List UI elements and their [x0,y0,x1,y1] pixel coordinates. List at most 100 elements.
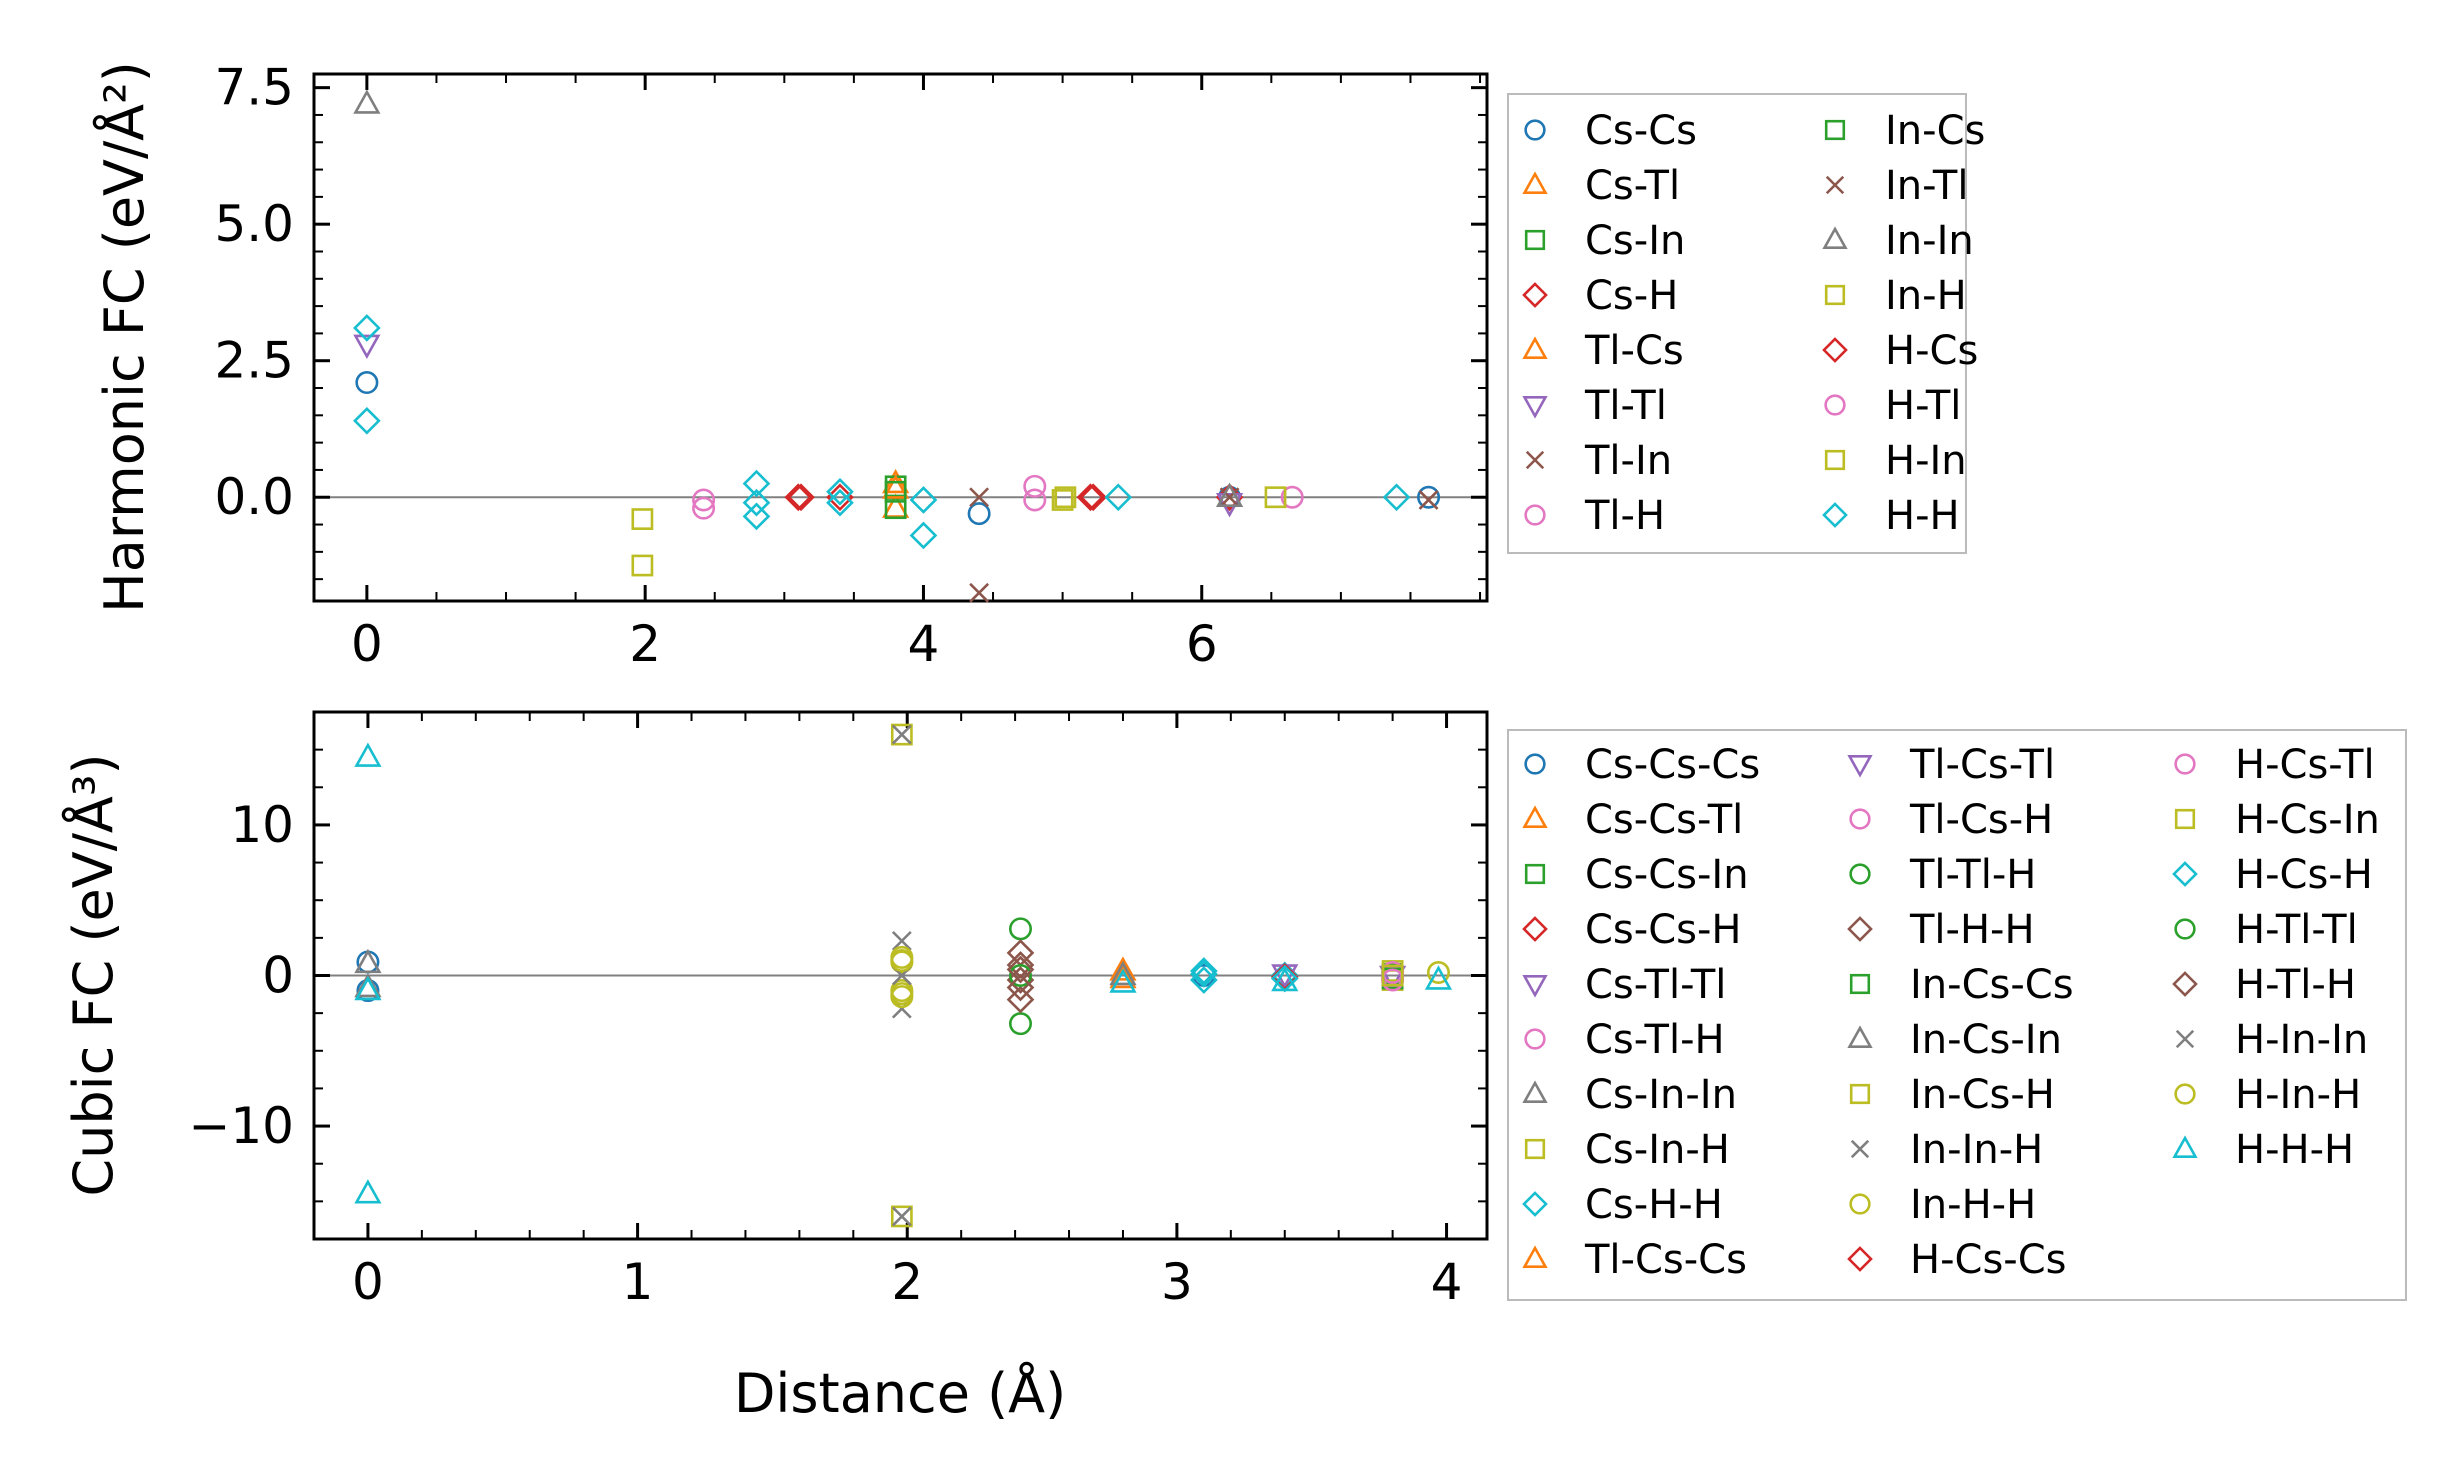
data-point [1109,956,1137,981]
data-point [890,1205,913,1228]
legend-label: Cs-In [1585,218,1685,264]
data-point [1008,963,1032,987]
legend-label: In-Cs-In [1910,1017,2062,1063]
legend-marker [1522,916,1548,942]
legend-marker [1824,394,1846,416]
y-tick-label: 5.0 [214,195,294,253]
legend-label: Cs-In-In [1585,1072,1737,1118]
data-point [909,486,938,514]
legend-entry-in-cs: In-Cs [1824,108,1985,154]
data-point [969,582,990,603]
legend-label: Tl-H-H [1909,907,2035,953]
series-in-in-h [891,724,912,1227]
legend-entry-tl-cs-h: Tl-Cs-H [1849,797,2053,843]
legend-marker [1522,282,1548,308]
legend-label: Tl-Cs-H [1909,797,2053,843]
legend-label: Cs-Cs [1585,108,1697,154]
data-point [354,1179,382,1204]
legend-marker [2174,753,2196,775]
legend-entry-h-cs-cs: H-Cs-Cs [1847,1237,2066,1283]
legend-label: Tl-Cs [1584,328,1684,374]
legend-marker [2174,1083,2196,1105]
legend-marker [2174,808,2196,830]
legend-label: Tl-Tl-H [1909,852,2036,898]
series-tl-tl-h [1008,917,1032,1036]
data-point [1051,489,1074,511]
legend-entry-tl-tl: Tl-Tl [1522,383,1667,429]
data-point [354,948,382,974]
legend-marker [1822,226,1848,249]
data-point [1190,966,1218,994]
data-point [355,371,379,395]
legend-entry-cs-in: Cs-In [1524,218,1685,264]
data-point [1006,966,1035,994]
legend-entry-h-in-h: H-In-H [2174,1072,2361,1118]
legend-entry-tl-cs-cs: Tl-Cs-Cs [1522,1237,1747,1283]
series-in-h [631,486,1287,577]
legend-entry-cs-tl-tl: Cs-Tl-Tl [1522,962,1726,1008]
legend-entry-tl-h-h: Tl-H-H [1847,907,2035,953]
x-tick-label: 0 [351,615,383,673]
legend-label: H-In-H [2235,1072,2361,1118]
data-point [890,723,913,746]
data-point [1190,960,1218,988]
x-tick-label: 1 [622,1253,654,1311]
data-point [1381,964,1404,987]
legend-entry-in-in-h: In-In-H [1850,1127,2043,1173]
data-point [1023,488,1047,512]
series-in-cs-in [1109,960,1137,986]
legend-entry-in-cs-in: In-Cs-In [1847,1017,2062,1063]
data-point [353,314,381,342]
legend-marker [2174,918,2196,940]
legend-entry-h-tl-h: H-Tl-H [2172,962,2356,1008]
legend-label: Cs-H [1585,273,1678,319]
data-point [826,483,854,512]
cubic-points [354,723,1453,1228]
legend-label: In-In-H [1910,1127,2043,1173]
legend-label: In-In [1885,218,1974,264]
harmonic-plot-frame [312,72,1489,603]
data-point [354,975,382,1001]
legend-label: Cs-Cs-H [1585,907,1741,953]
legend-entry-tl-cs: Tl-Cs [1522,328,1684,374]
legend-entry-cs-cs-in: Cs-Cs-In [1524,852,1749,898]
legend-marker [1847,1246,1873,1272]
legend-marker [1524,753,1546,775]
legend-entry-cs-in-in: Cs-In-In [1522,1072,1737,1118]
x-tick-label: 0 [352,1253,384,1311]
legend-label: H-Cs [1885,328,1978,374]
data-point [354,972,382,998]
data-point [1215,482,1244,507]
legend-entry-h-tl: H-Tl [1824,383,1961,429]
harmonic-legend-box [1507,93,1967,554]
harmonic-ticks [314,74,1487,601]
data-point [631,508,654,530]
harmonic-y-axis-label: Harmonic FC (eV/Å²) [92,61,156,613]
legend-marker [1524,863,1546,885]
x-tick-label: 4 [1431,1253,1463,1311]
data-point [692,496,716,520]
data-point [1264,486,1287,509]
x-tick-label: 2 [891,1253,923,1311]
data-point [631,554,654,577]
data-point [1190,957,1218,985]
data-point [1079,483,1108,512]
legend-marker [1849,973,1871,995]
data-point [891,930,912,951]
harmonic-points [353,89,1441,603]
legend-entry-h-cs-tl: H-Cs-Tl [2174,742,2375,788]
data-point [353,89,381,114]
data-point [353,334,381,359]
legend-marker [1824,449,1846,471]
data-point [1008,917,1032,941]
y-tick-label: −10 [188,1097,294,1155]
data-point [1426,960,1450,984]
legend-label: H-Cs-Cs [1910,1237,2066,1283]
legend-marker [1849,863,1871,885]
series-h-tl-h [1006,955,1035,1002]
data-point [742,469,771,498]
data-point [1109,960,1137,986]
data-point [1104,483,1133,512]
legend-label: H-Cs-Tl [2235,742,2375,788]
